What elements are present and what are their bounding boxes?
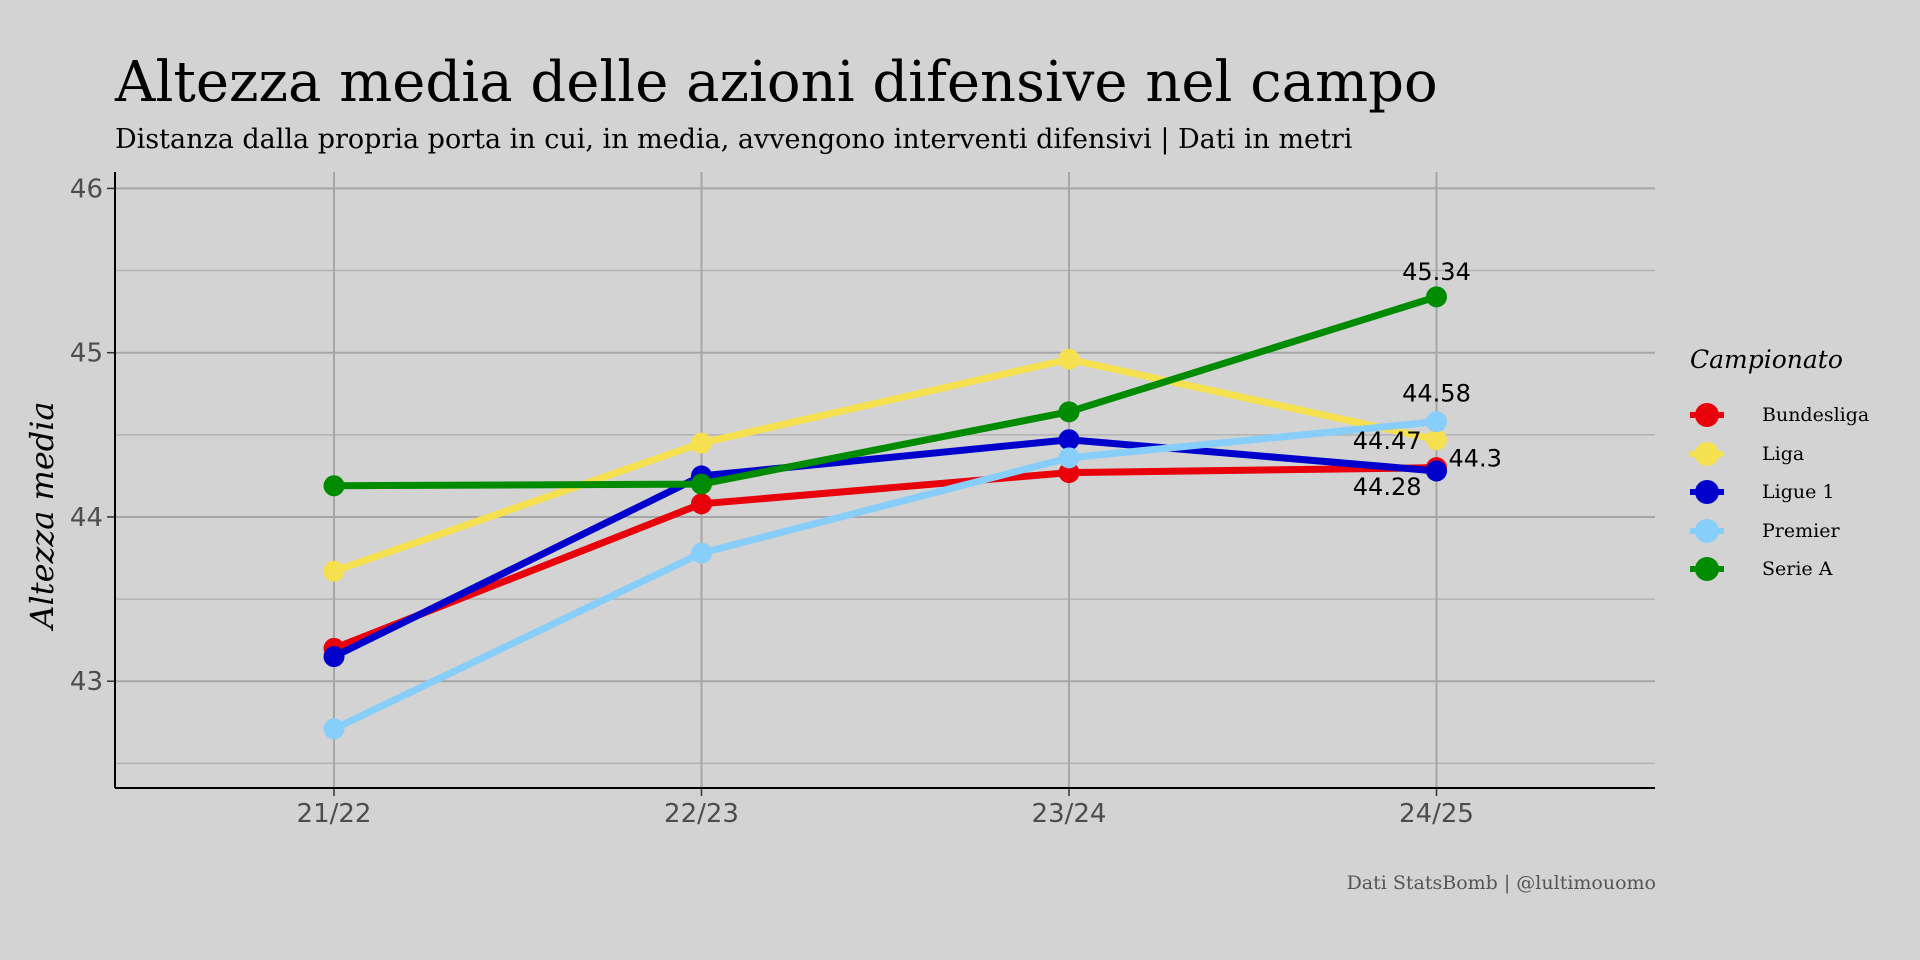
chart-title: Altezza media delle azioni difensive nel… <box>115 50 1438 115</box>
legend-key <box>1690 480 1724 505</box>
series-layer <box>323 286 1447 740</box>
point-bundesliga <box>691 493 712 515</box>
legend-item-liga: Liga <box>1690 435 1869 474</box>
legend-item-bundesliga: Bundesliga <box>1690 396 1869 435</box>
x-tick-label: 24/25 <box>1399 799 1474 829</box>
legend-label: Ligue 1 <box>1762 481 1835 504</box>
point-serie-a <box>691 473 712 495</box>
legend-key <box>1690 518 1724 543</box>
data-label: 44.3 <box>1449 445 1502 473</box>
point-serie-a <box>1058 401 1080 423</box>
data-label: 44.58 <box>1402 380 1471 408</box>
data-labels: 45.34 44.58 44.47 44.3 44.28 <box>1353 258 1502 501</box>
point-premier <box>1058 447 1080 469</box>
y-tick-label: 43 <box>70 667 103 697</box>
y-tick-label: 46 <box>70 174 103 204</box>
data-label: 45.34 <box>1402 258 1471 286</box>
legend-label: Serie A <box>1762 558 1833 581</box>
legend-items: Bundesliga Liga Ligue 1 Premier Serie A <box>1690 396 1869 589</box>
legend-item-ligue-1: Ligue 1 <box>1690 473 1869 512</box>
point-ligue-1 <box>1426 460 1447 482</box>
point-ligue-1 <box>323 646 345 668</box>
point-premier <box>1426 411 1447 433</box>
legend-key-dot <box>1695 518 1719 543</box>
point-serie-a <box>1426 286 1447 308</box>
legend-key-dot <box>1695 403 1719 428</box>
legend-key <box>1690 403 1724 428</box>
legend-key <box>1690 441 1724 466</box>
legend-label: Bundesliga <box>1762 404 1870 427</box>
y-tick-label: 45 <box>70 339 103 369</box>
point-liga <box>1058 348 1080 370</box>
point-bundesliga <box>1058 462 1080 484</box>
series-line-serie-a <box>330 293 1440 490</box>
data-label: 44.47 <box>1353 427 1422 455</box>
legend-item-serie-a: Serie A <box>1690 550 1869 589</box>
point-premier <box>691 542 712 564</box>
series-line-ligue-1 <box>330 436 1440 661</box>
point-liga <box>1426 429 1447 451</box>
legend-key-dot <box>1695 441 1719 466</box>
point-liga <box>323 560 345 582</box>
x-tick-label: 22/23 <box>664 799 739 829</box>
legend-label: Liga <box>1762 442 1805 465</box>
legend-item-premier: Premier <box>1690 512 1869 551</box>
source-caption: Dati StatsBomb | @lultimouomo <box>1346 872 1656 894</box>
x-tick-label: 23/24 <box>1032 799 1107 829</box>
legend-label: Premier <box>1762 519 1840 542</box>
data-label: 44.28 <box>1353 473 1422 501</box>
y-tick-label: 44 <box>70 503 103 533</box>
series-line-premier <box>330 418 1440 733</box>
legend-key <box>1690 557 1724 582</box>
point-serie-a <box>323 475 345 497</box>
series-line-bundesliga <box>330 464 1440 652</box>
axes: 43 44 45 46 21/22 22/23 23/24 24/25 <box>70 172 1655 829</box>
legend: Campionato Bundesliga Liga Ligue 1 Premier S… <box>1690 345 1869 589</box>
point-ligue-1 <box>1058 429 1080 451</box>
legend-key-dot <box>1695 557 1719 582</box>
point-premier <box>323 718 345 740</box>
legend-title: Campionato <box>1690 345 1843 374</box>
chart-subtitle: Distanza dalla propria porta in cui, in … <box>115 124 1353 155</box>
point-liga <box>691 432 712 454</box>
legend-key-dot <box>1695 480 1719 505</box>
series-line-liga <box>330 355 1440 575</box>
x-tick-label: 21/22 <box>297 799 372 829</box>
